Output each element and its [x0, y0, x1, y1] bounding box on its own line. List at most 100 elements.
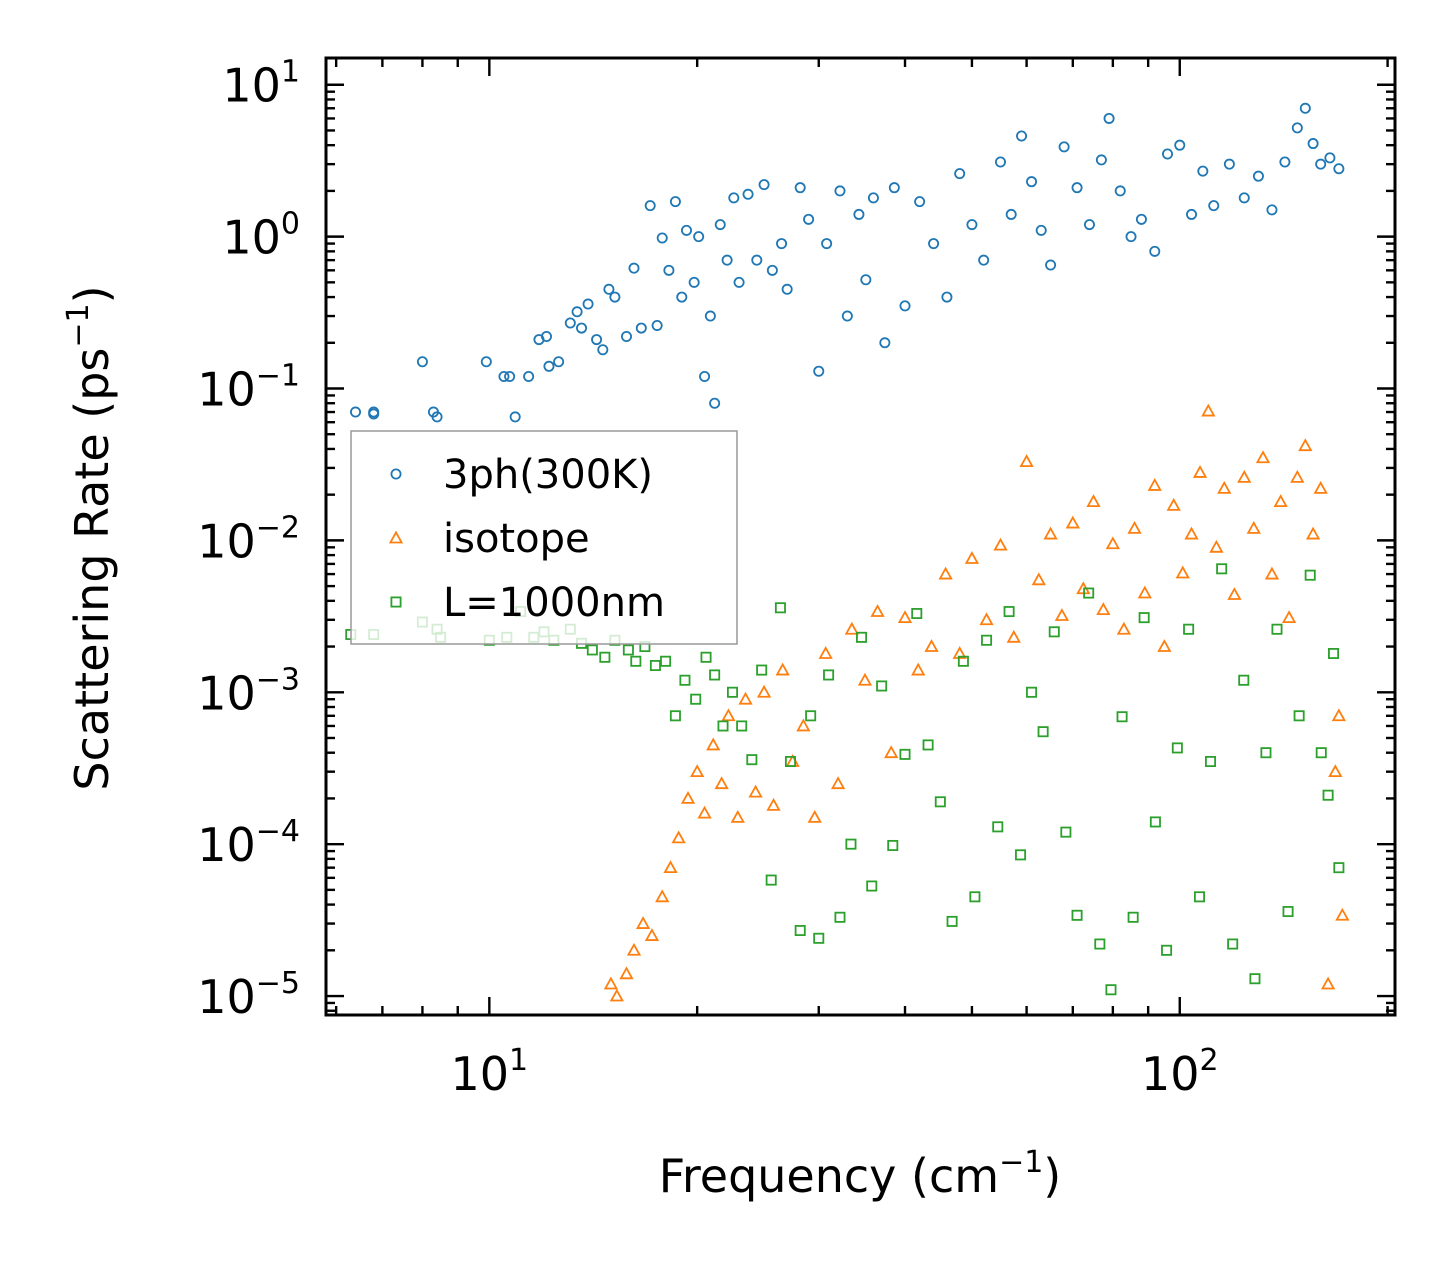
point-circle-0-52 — [834, 185, 846, 197]
point-circle-0-92 — [1299, 102, 1311, 114]
point-square-2-13 — [586, 644, 598, 656]
y-axis-title: Scattering Rate (ps−1) — [61, 285, 119, 790]
point-triangle-1-57 — [1201, 403, 1216, 417]
point-triangle-1-55 — [1184, 526, 1199, 540]
point-circle-0-9 — [509, 411, 521, 423]
point-square-2-36 — [813, 932, 825, 944]
point-square-2-63 — [1116, 711, 1128, 723]
point-circle-0-82 — [1174, 139, 1186, 151]
point-circle-0-21 — [603, 283, 615, 295]
point-circle-0-59 — [899, 300, 911, 312]
point-triangle-1-37 — [993, 537, 1008, 551]
point-square-2-64 — [1127, 911, 1139, 923]
point-triangle-1-1 — [609, 988, 624, 1002]
point-triangle-1-49 — [1127, 520, 1142, 534]
point-triangle-1-31 — [911, 662, 926, 676]
point-circle-0-24 — [628, 262, 640, 274]
point-triangle-1-28 — [870, 604, 885, 617]
point-triangle-1-29 — [884, 745, 899, 759]
point-circle-0-46 — [776, 238, 788, 250]
point-triangle-1-66 — [1281, 610, 1297, 624]
point-triangle-1-71 — [1320, 976, 1336, 990]
points-layer — [345, 102, 1350, 1002]
point-square-2-44 — [899, 748, 911, 760]
x-tick-label: 101 — [451, 1043, 529, 1101]
point-square-2-62 — [1105, 984, 1117, 996]
point-triangle-1-47 — [1105, 536, 1120, 550]
point-circle-0-17 — [576, 322, 588, 334]
point-circle-0-68 — [1016, 130, 1028, 142]
point-circle-0-8 — [504, 370, 516, 382]
point-square-2-61 — [1094, 938, 1106, 950]
y-tick-label: 10−2 — [197, 510, 300, 568]
point-circle-0-3 — [416, 356, 428, 368]
point-circle-0-6 — [480, 356, 492, 368]
point-triangle-1-30 — [897, 610, 913, 624]
point-square-2-73 — [1227, 938, 1239, 950]
point-square-2-35 — [805, 710, 817, 722]
point-triangle-1-6 — [655, 889, 670, 903]
point-triangle-1-9 — [680, 790, 696, 804]
point-square-2-24 — [700, 651, 712, 663]
point-triangle-1-39 — [1019, 454, 1034, 468]
point-triangle-1-72 — [1328, 764, 1343, 778]
point-circle-0-13 — [543, 360, 555, 372]
point-circle-0-67 — [1005, 208, 1017, 220]
point-square-2-26 — [717, 720, 729, 732]
point-triangle-1-70 — [1313, 480, 1328, 494]
point-circle-0-66 — [994, 156, 1006, 168]
point-triangle-1-73 — [1331, 708, 1346, 722]
point-circle-0-50 — [813, 365, 825, 377]
point-circle-0-41 — [733, 276, 745, 288]
point-circle-0-71 — [1045, 259, 1057, 271]
point-circle-0-16 — [571, 306, 583, 318]
point-triangle-1-32 — [924, 639, 939, 652]
point-square-2-17 — [630, 655, 642, 667]
point-circle-0-25 — [635, 322, 647, 334]
point-circle-0-83 — [1186, 208, 1198, 220]
point-triangle-1-63 — [1255, 450, 1271, 464]
point-triangle-1-61 — [1237, 469, 1252, 483]
point-triangle-1-41 — [1043, 526, 1058, 540]
point-circle-0-0 — [350, 406, 362, 418]
point-square-2-77 — [1271, 623, 1283, 635]
point-circle-0-39 — [721, 254, 733, 266]
point-triangle-1-18 — [756, 684, 772, 698]
point-square-2-47 — [934, 796, 946, 808]
point-triangle-1-60 — [1227, 587, 1242, 600]
point-circle-0-34 — [693, 231, 705, 243]
point-triangle-1-54 — [1175, 565, 1190, 579]
point-circle-0-26 — [644, 200, 656, 212]
point-circle-0-30 — [669, 196, 681, 208]
point-square-2-45 — [911, 608, 923, 620]
point-circle-0-57 — [879, 337, 891, 349]
point-triangle-1-13 — [714, 776, 729, 790]
point-circle-0-48 — [794, 182, 806, 194]
point-triangle-1-53 — [1166, 497, 1181, 511]
point-circle-0-14 — [553, 356, 565, 368]
point-square-2-52 — [992, 821, 1004, 833]
point-square-2-41 — [866, 880, 878, 892]
y-tick-label: 10−5 — [197, 966, 300, 1024]
point-triangle-1-36 — [979, 612, 994, 626]
point-triangle-1-27 — [857, 672, 873, 686]
point-circle-0-93 — [1307, 138, 1319, 150]
point-square-2-82 — [1322, 789, 1334, 801]
point-square-2-65 — [1138, 612, 1150, 624]
point-triangle-1-59 — [1217, 480, 1232, 494]
point-circle-0-31 — [676, 291, 688, 303]
point-square-2-16 — [622, 644, 634, 656]
y-tick-label: 10−3 — [197, 662, 300, 720]
point-triangle-1-25 — [830, 776, 846, 790]
point-square-2-39 — [845, 838, 857, 850]
point-square-2-31 — [765, 874, 777, 886]
point-circle-0-75 — [1095, 154, 1107, 166]
point-triangle-1-20 — [775, 662, 790, 676]
point-circle-0-95 — [1324, 152, 1336, 164]
point-circle-0-60 — [914, 196, 926, 208]
point-square-2-34 — [794, 925, 806, 937]
point-square-2-53 — [1003, 606, 1015, 618]
point-square-2-14 — [599, 651, 611, 663]
point-square-2-33 — [784, 756, 796, 768]
point-circle-0-87 — [1238, 192, 1250, 204]
